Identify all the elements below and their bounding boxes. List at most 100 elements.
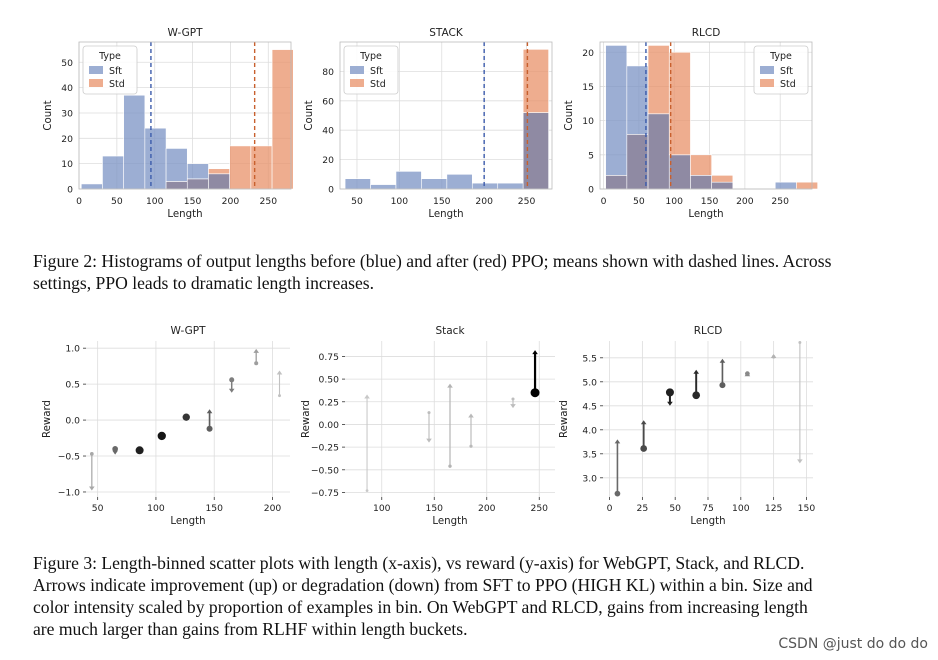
axes-frame <box>599 41 813 190</box>
scatter-panel-rlcd: 0 25 50 75 100 125 150 3.0 3.5 4.0 4.5 5.0 5.5 RLCD Le… <box>559 325 815 527</box>
hist-bar-overlap <box>186 178 209 190</box>
y-tick-label: 40 <box>61 83 73 94</box>
y-tick-label: 0.50 <box>319 375 340 386</box>
x-tick-label: 150 <box>701 196 719 207</box>
legend-swatch <box>350 66 364 74</box>
x-tick-label: 150 <box>798 503 816 514</box>
legend: Type Sft Std <box>753 45 809 95</box>
y-tick-label: 5.5 <box>582 353 597 364</box>
x-axis-label: Length <box>690 516 725 527</box>
hist-bar-std <box>271 49 294 190</box>
x-tick-label: 100 <box>147 503 165 514</box>
legend-label: Sft <box>109 66 122 77</box>
x-tick-label: 100 <box>665 196 683 207</box>
x-axis-label: Length <box>170 516 205 527</box>
x-tick-label: 200 <box>736 196 754 207</box>
hist-bar-sft <box>165 148 188 182</box>
arrow-head <box>426 438 432 443</box>
chart-title: RLCD <box>692 27 721 39</box>
legend-swatch <box>89 66 103 74</box>
y-tick-label: 3.0 <box>582 473 597 484</box>
hist-bar-sft <box>370 184 397 190</box>
hist-bar-sft <box>605 45 628 176</box>
hist-bar-sft <box>626 65 649 135</box>
hist-bar-sft <box>144 127 167 190</box>
hist-bar-std <box>711 175 734 183</box>
x-tick-label: 25 <box>637 503 649 514</box>
x-tick-label: 50 <box>351 196 363 207</box>
x-tick-label: 150 <box>433 196 451 207</box>
legend-title: Type <box>769 51 792 62</box>
hist-bar-std <box>229 145 252 190</box>
hist-panel-stack: 50 100 150 200 250 0 20 40 60 80 STACK Length Count T… <box>304 27 553 220</box>
chart-title: W-GPT <box>170 325 206 337</box>
hist-bar-overlap <box>647 113 670 190</box>
x-tick-label: 50 <box>669 503 681 514</box>
hist-bar-std <box>208 168 230 175</box>
bin-point <box>278 394 281 398</box>
hist-bar-sft <box>497 182 524 190</box>
x-tick-label: 250 <box>260 196 278 207</box>
hist-bar-std <box>796 181 818 190</box>
scatter-panel-wgpt: 50 100 150 200 −1.0 −0.5 0.0 0.5 1.0 W-GPT Length R… <box>42 325 290 527</box>
hist-bar-overlap <box>165 181 188 190</box>
arrow-head <box>228 388 235 393</box>
y-tick-label: 40 <box>322 126 334 137</box>
arrow-head <box>89 486 95 491</box>
x-tick-label: 50 <box>111 196 123 207</box>
y-tick-label: 5.0 <box>582 377 597 388</box>
watermark: CSDN @just do do do <box>778 636 928 652</box>
y-tick-label: 10 <box>61 159 73 170</box>
arrow-head <box>797 459 803 464</box>
hist-bar-std <box>647 45 670 115</box>
legend-swatch <box>89 79 103 87</box>
y-tick-label: 5 <box>588 150 594 161</box>
x-tick-label: 200 <box>475 196 493 207</box>
bin-point <box>511 397 515 401</box>
x-tick-label: 125 <box>765 503 783 514</box>
hist-bar-sft <box>471 182 499 190</box>
bin-point <box>254 361 259 366</box>
hist-bar-sft <box>80 183 103 190</box>
hist-bar-overlap <box>626 134 649 190</box>
arrow-head <box>510 404 516 409</box>
figure3-scatter: 50 100 150 200 −1.0 −0.5 0.0 0.5 1.0 W-GPT Length R… <box>42 325 815 527</box>
y-axis-label: Reward <box>42 400 53 438</box>
arrow-head <box>468 413 474 418</box>
bin-point <box>530 388 540 398</box>
y-tick-label: 3.5 <box>582 449 597 460</box>
x-tick-label: 100 <box>373 503 391 514</box>
bin-point <box>112 445 118 452</box>
arrow-head <box>447 383 453 388</box>
bin-point <box>157 431 166 441</box>
y-tick-label: −0.25 <box>311 443 339 454</box>
arrow-head <box>532 350 538 355</box>
y-axis-label: Reward <box>301 400 312 438</box>
bin-point <box>692 391 701 400</box>
y-tick-label: 0 <box>588 185 594 196</box>
y-tick-label: 0.5 <box>65 380 80 391</box>
hist-bar-sft <box>446 174 473 190</box>
x-tick-label: 150 <box>425 503 443 514</box>
hist-bar-sft <box>102 155 124 190</box>
hist-bar-sft <box>123 94 146 190</box>
y-tick-label: 50 <box>61 58 73 69</box>
y-tick-label: 0 <box>328 185 334 196</box>
hist-bar-overlap <box>208 173 230 190</box>
x-tick-label: 0 <box>76 196 82 207</box>
x-axis-label: Length <box>428 209 463 220</box>
hist-bar-overlap <box>668 154 691 190</box>
hist-bar-std <box>668 51 691 156</box>
bin-point <box>665 388 674 397</box>
arrow-head <box>614 439 621 444</box>
chart-title: Stack <box>435 325 465 337</box>
bin-point <box>229 377 235 383</box>
y-tick-label: 0.00 <box>319 420 340 431</box>
figure2-histograms: 0 50 100 150 200 25001020304050W-GPTLengthCou… <box>43 27 818 220</box>
arrow-head <box>112 450 118 455</box>
y-axis-label: Count <box>304 100 315 130</box>
figure3-caption: Figure 3: Length-binned scatter plots wi… <box>33 553 813 639</box>
y-tick-label: 4.5 <box>582 401 597 412</box>
x-tick-label: 200 <box>478 503 496 514</box>
arrow-head <box>719 358 726 363</box>
